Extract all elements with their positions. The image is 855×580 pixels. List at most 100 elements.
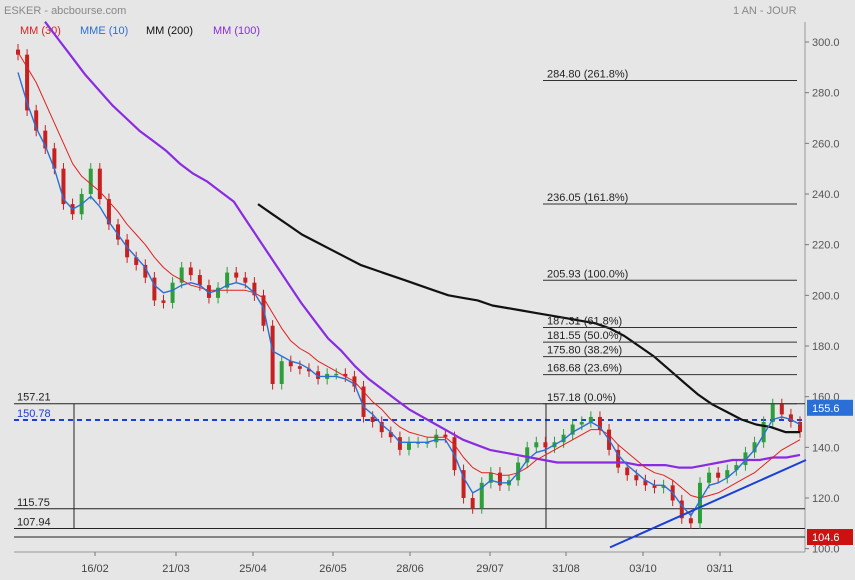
candle-body: [470, 497, 475, 509]
x-tick-label: 28/06: [396, 563, 424, 575]
candle-body: [116, 224, 121, 240]
x-tick-label: 31/08: [552, 563, 580, 575]
candle-body: [334, 373, 339, 376]
moving-averages: [17, 21, 807, 549]
legend-mm200: MM (200): [146, 25, 193, 37]
fibonacci-label: 168.68 (23.6%): [547, 363, 622, 375]
candle-body: [634, 475, 639, 481]
candle-body: [43, 130, 48, 149]
candle-body: [525, 447, 530, 463]
x-tick-label: 03/10: [629, 563, 657, 575]
candle-body: [616, 449, 621, 468]
last-price-badge: [807, 399, 853, 416]
candle-body: [416, 442, 421, 444]
y-tick-label: 260.0: [812, 138, 840, 150]
candle-body: [97, 168, 102, 200]
mme10-line: [17, 72, 801, 517]
candle-body: [61, 168, 66, 205]
candle-body: [707, 472, 712, 483]
candle-body: [788, 414, 793, 422]
y-tick-label: 100.0: [812, 544, 840, 556]
candle-body: [234, 272, 239, 278]
chart-period: 1 AN - JOUR: [733, 5, 797, 17]
candle-body: [461, 470, 466, 498]
candle-body: [243, 277, 248, 283]
candle-body: [588, 416, 593, 422]
x-tick-label: 16/02: [81, 563, 109, 575]
candle-body: [479, 482, 484, 509]
candle-body: [534, 442, 539, 448]
x-axis: 16/02 21/03 25/04 26/05 28/06 29/07 31/08 03/10…: [81, 552, 733, 575]
candle-body: [370, 416, 375, 422]
candle-body: [516, 462, 521, 481]
plot-lines: 157.21 150.78 115.75 107.94: [14, 22, 806, 553]
candle-body: [579, 421, 584, 425]
candle-body: [798, 421, 802, 433]
candle-body: [316, 371, 321, 379]
candle-body: [725, 470, 730, 478]
candle-body: [761, 421, 766, 443]
mm100-line: [44, 21, 801, 469]
chart-title: ESKER - abcbourse.com: [4, 5, 126, 17]
candle-body: [152, 277, 157, 301]
candle-body: [443, 434, 448, 438]
candle-body: [388, 432, 393, 438]
y-tick-label: 300.0: [812, 37, 840, 49]
candle-body: [106, 199, 111, 225]
horizontal-level-label: 115.75: [17, 497, 50, 509]
horizontal-level-label: 107.94: [17, 517, 51, 529]
candle-body: [497, 472, 502, 486]
candle-body: [697, 482, 702, 524]
candle-body: [361, 386, 366, 417]
fibonacci-label: 187.31 (61.8%): [547, 315, 622, 327]
x-tick-label: 21/03: [162, 563, 190, 575]
candle-body: [679, 500, 684, 519]
candle-body: [88, 168, 93, 194]
horizontal-level-label: 150.78: [17, 408, 51, 420]
candle-body: [343, 373, 348, 377]
candle-body: [270, 325, 275, 384]
y-tick-label: 220.0: [812, 240, 840, 252]
x-tick-label: 26/05: [319, 563, 347, 575]
candle-body: [379, 421, 384, 433]
y-axis: 300.0280.0260.0240.0220.0200.0180.0160.0…: [805, 37, 840, 556]
y-tick-label: 140.0: [812, 442, 840, 454]
fibonacci-label: 181.55 (50.0%): [547, 330, 622, 342]
candle-body: [661, 485, 666, 488]
candle-body: [52, 148, 57, 169]
fibonacci-label: 175.80 (38.2%): [547, 345, 622, 357]
period-low-badge: [807, 529, 853, 546]
candle-body: [743, 452, 748, 466]
candle-body: [125, 239, 130, 258]
candle-body: [170, 282, 175, 303]
y-tick-label: 280.0: [812, 88, 840, 100]
candle-body: [561, 434, 566, 443]
y-tick-label: 240.0: [812, 189, 840, 201]
candle-body: [206, 285, 211, 298]
price-badges: 155.6 104.6: [807, 399, 853, 546]
candle-body: [434, 434, 439, 443]
x-tick-label: 03/11: [707, 563, 734, 575]
legend-mme10: MME (10): [80, 25, 128, 37]
mm30-line: [17, 51, 801, 499]
horizontal-level-label: 157.21: [17, 392, 51, 404]
fibonacci-label: 205.93 (100.0%): [547, 268, 628, 280]
candle-body: [652, 485, 657, 488]
candle-body: [407, 442, 411, 450]
candle-body: [397, 437, 402, 450]
candle-body: [688, 518, 693, 524]
candle-body: [225, 272, 230, 288]
candle-body: [543, 442, 548, 448]
candle-body: [179, 267, 184, 283]
candle-body: [570, 424, 575, 435]
candle-body: [625, 467, 630, 476]
period-low-label: 104.6: [812, 532, 840, 544]
candle-body: [143, 264, 148, 278]
x-tick-label: 29/07: [476, 563, 504, 575]
candle-body: [643, 480, 648, 486]
candle-body: [252, 282, 257, 296]
candle-body: [25, 54, 30, 111]
x-tick-label: 25/04: [239, 563, 267, 575]
